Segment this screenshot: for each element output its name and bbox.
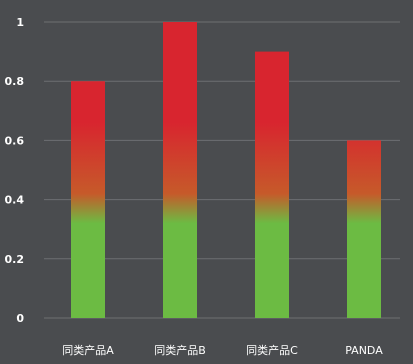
y-tick-label: 0.8 (5, 75, 25, 88)
x-category-label: 同类产品A (62, 343, 114, 357)
x-category-label: 同类产品B (154, 343, 206, 357)
bar (163, 22, 197, 318)
bar (71, 81, 105, 318)
y-tick-label: 0 (16, 312, 24, 325)
x-axis-category-labels: 同类产品A 同类产品B 同类产品C PANDA (62, 343, 383, 357)
y-tick-label: 1 (16, 16, 24, 29)
y-tick-label: 0.4 (5, 194, 25, 207)
y-tick-label: 0.2 (5, 253, 25, 266)
bars (71, 22, 381, 318)
bar (255, 51, 289, 318)
x-category-label: PANDA (345, 344, 383, 357)
y-axis-tick-labels: 0 0.2 0.4 0.6 0.8 1 (5, 16, 25, 325)
y-tick-label: 0.6 (5, 134, 25, 147)
x-category-label: 同类产品C (246, 343, 298, 357)
bar (347, 140, 381, 318)
